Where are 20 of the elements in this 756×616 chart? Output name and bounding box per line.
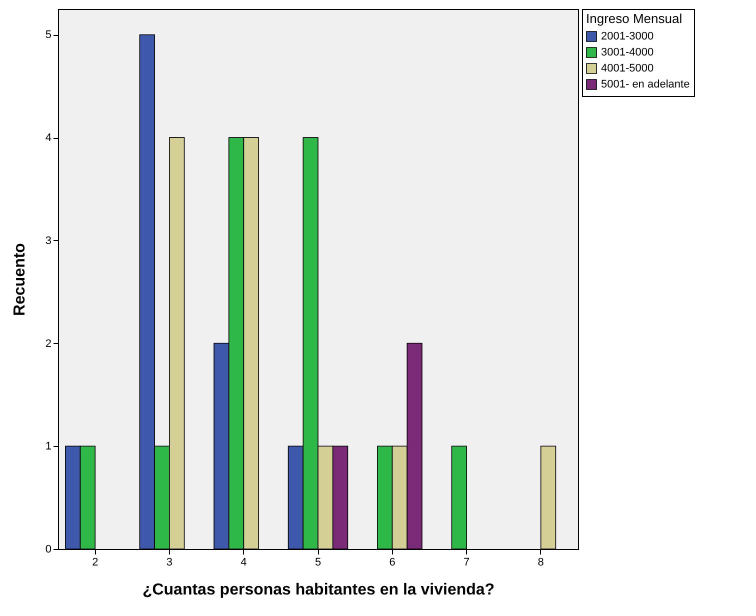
x-tick-label: 7 — [464, 556, 470, 568]
y-tick-label: 3 — [45, 234, 52, 247]
y-tick-label: 0 — [45, 544, 52, 556]
x-axis-title: ¿Cuantas personas habitantes en la vivienda? — [142, 582, 495, 598]
legend-label: 5001- en adelante — [601, 78, 690, 90]
legend-title: Ingreso Mensual — [586, 11, 682, 26]
x-tick-label: 3 — [166, 556, 172, 568]
legend-label: 4001-5000 — [601, 62, 654, 74]
y-tick-label: 2 — [45, 338, 52, 350]
y-tick-label: 1 — [45, 440, 52, 453]
x-tick-label: 2 — [92, 556, 98, 568]
legend-label: 2001-3000 — [601, 30, 654, 42]
x-tick-label: 8 — [538, 556, 544, 568]
x-tick-label: 6 — [389, 556, 396, 568]
x-tick-label: 5 — [314, 556, 322, 568]
x-tick-label: 4 — [240, 556, 247, 568]
legend-label: 3001-4000 — [601, 46, 654, 58]
y-axis-title: Recuento — [11, 242, 28, 316]
y-tick-label: 5 — [45, 29, 52, 42]
y-tick-label: 4 — [45, 132, 52, 144]
